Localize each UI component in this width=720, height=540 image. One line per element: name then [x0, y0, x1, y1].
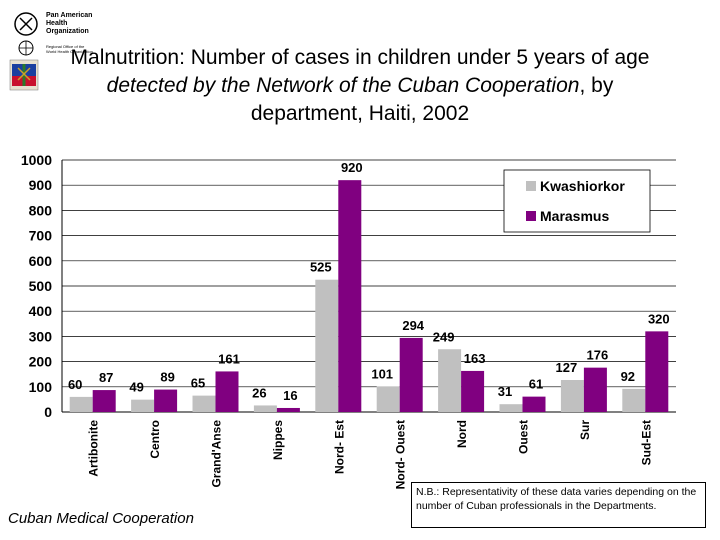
bar-marasmus	[522, 396, 546, 412]
bar-kwashiorkor	[376, 386, 400, 412]
data-label: 920	[341, 160, 363, 175]
source-label: Cuban Medical Cooperation	[8, 510, 194, 527]
bar-kwashiorkor	[192, 395, 216, 412]
data-label: 127	[556, 360, 578, 375]
y-tick-label: 600	[29, 253, 53, 269]
data-label: 525	[310, 260, 332, 275]
haiti-emblem-icon	[9, 59, 39, 91]
data-label: 163	[464, 351, 486, 366]
chart-title-part: , by department, Haiti, 2002	[250, 74, 614, 125]
legend-swatch	[526, 181, 536, 191]
data-label: 101	[371, 367, 393, 382]
data-label: 161	[218, 351, 240, 366]
y-tick-label: 400	[29, 303, 53, 319]
bar-marasmus	[645, 331, 669, 412]
org-subtitle: Regional Office of the World Health Orga…	[46, 44, 93, 54]
bar-marasmus	[276, 407, 300, 412]
x-tick-label: Nippes	[271, 420, 285, 460]
bar-kwashiorkor	[560, 379, 584, 412]
bar-kwashiorkor	[315, 279, 339, 412]
data-label: 176	[587, 348, 609, 363]
x-tick-label: Sur	[578, 420, 592, 440]
x-tick-label: Ouest	[517, 420, 531, 454]
bar-marasmus	[154, 389, 178, 412]
bar-marasmus	[583, 367, 607, 412]
legend-box	[503, 169, 651, 233]
data-label: 92	[621, 369, 635, 384]
bar-marasmus	[92, 390, 116, 412]
bar-kwashiorkor	[622, 388, 646, 412]
chart-title-part: detected by the Network of the Cuban Coo…	[106, 74, 580, 97]
bar-marasmus	[338, 180, 362, 412]
bar-marasmus	[461, 370, 485, 412]
bar-kwashiorkor	[499, 404, 523, 412]
data-label: 16	[283, 388, 297, 403]
bar-marasmus	[399, 337, 423, 412]
x-tick-label: Nord	[455, 420, 469, 448]
y-tick-label: 900	[29, 177, 53, 193]
chart-title: Malnutrition: Number of cases in childre…	[60, 44, 660, 128]
x-tick-label: Sud-Est	[639, 420, 653, 465]
y-tick-label: 0	[44, 404, 52, 420]
y-tick-label: 500	[29, 278, 53, 294]
y-tick-label: 200	[29, 354, 53, 370]
bar-marasmus	[215, 371, 239, 412]
data-label: 60	[68, 377, 82, 392]
y-tick-label: 300	[29, 328, 53, 344]
legend-label: Kwashiorkor	[540, 178, 625, 194]
x-tick-label: Nord- Est	[332, 420, 346, 474]
paho-logo-icon	[14, 12, 38, 56]
data-label: 49	[129, 380, 143, 395]
data-label: 65	[191, 376, 205, 391]
data-label: 31	[498, 384, 512, 399]
bar-kwashiorkor	[69, 396, 93, 412]
bar-kwashiorkor	[131, 399, 155, 412]
y-tick-label: 700	[29, 228, 53, 244]
x-tick-label: Nord- Ouest	[394, 420, 408, 489]
data-label: 320	[648, 311, 670, 326]
logo-block: Pan American Health Organization Regiona…	[8, 6, 108, 96]
x-tick-label: Artibonite	[87, 420, 101, 477]
footnote: N.B.: Representativity of these data var…	[411, 482, 706, 528]
x-tick-label: Centro	[148, 420, 162, 459]
y-tick-label: 100	[29, 379, 53, 395]
data-label: 249	[433, 329, 455, 344]
data-label: 26	[252, 385, 266, 400]
data-label: 89	[160, 370, 174, 385]
y-tick-label: 1000	[21, 152, 52, 168]
data-label: 294	[402, 318, 424, 333]
chart-title-part: Malnutrition: Number of cases in childre…	[70, 46, 650, 69]
bar-kwashiorkor	[253, 405, 277, 412]
data-label: 61	[529, 377, 543, 392]
x-tick-label: Grand'Anse	[210, 420, 224, 488]
legend-swatch	[526, 211, 536, 221]
data-label: 87	[99, 370, 113, 385]
bar-kwashiorkor	[438, 349, 462, 412]
y-tick-label: 800	[29, 202, 53, 218]
org-name: Pan American Health Organization	[46, 12, 93, 35]
legend-label: Marasmus	[540, 208, 609, 224]
